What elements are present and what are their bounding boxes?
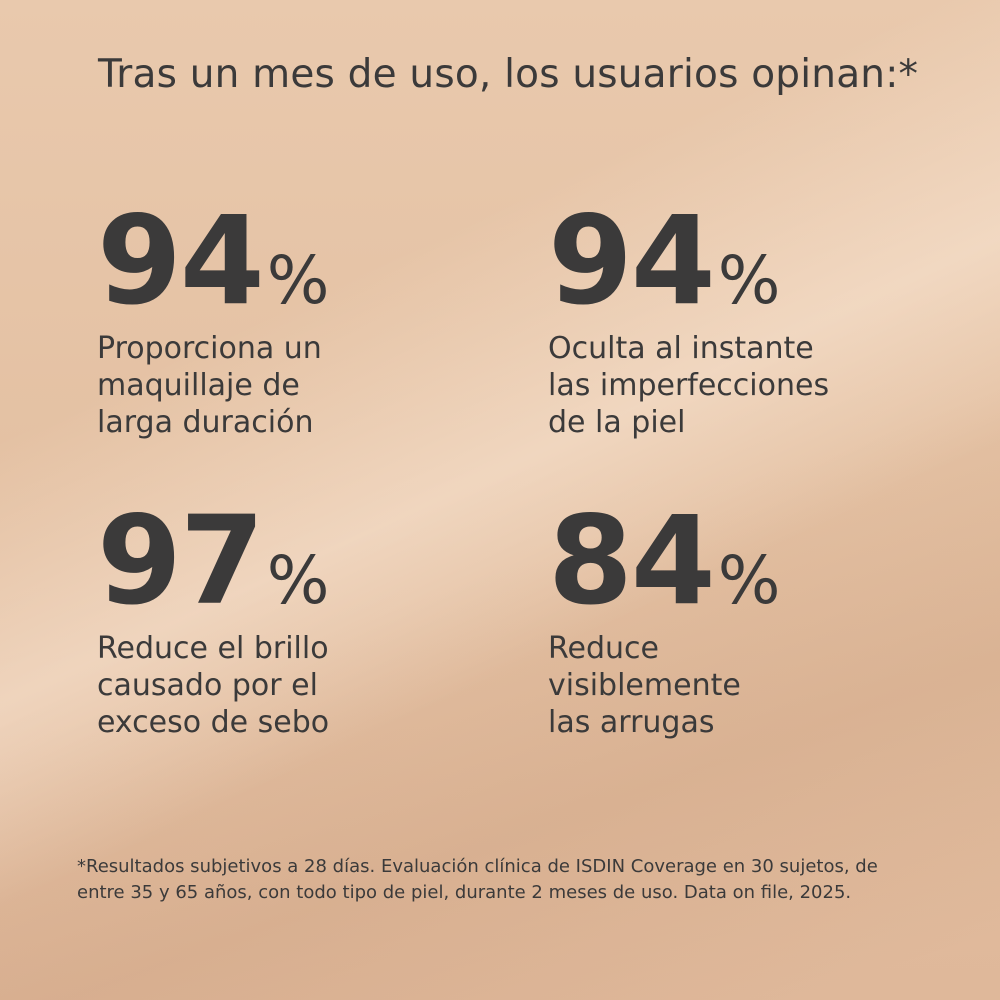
stat-figure: 94% bbox=[97, 200, 330, 322]
description-line: exceso de sebo bbox=[97, 705, 330, 740]
description-line: visiblemente bbox=[548, 668, 741, 703]
stat-unit: % bbox=[266, 542, 330, 619]
stat-figure: 94% bbox=[548, 200, 829, 322]
footnote-line: entre 35 y 65 años, con todo tipo de pie… bbox=[77, 882, 852, 903]
stat-unit: % bbox=[717, 542, 781, 619]
description-line: maquillaje de bbox=[97, 368, 300, 403]
title: Tras un mes de uso, los usuarios opinan:… bbox=[98, 52, 919, 97]
stat-block: 94% Proporciona un maquillaje de larga dura… bbox=[97, 200, 330, 441]
description-line: larga duración bbox=[97, 405, 314, 440]
stat-description: Proporciona un maquillaje de larga duració… bbox=[97, 330, 330, 441]
stat-figure: 84% bbox=[548, 500, 781, 622]
description-line: de la piel bbox=[548, 405, 686, 440]
stat-value: 97 bbox=[97, 490, 265, 632]
description-line: las imperfecciones bbox=[548, 368, 830, 403]
stat-value: 84 bbox=[548, 490, 716, 632]
description-line: Proporciona un bbox=[97, 331, 322, 366]
stat-unit: % bbox=[266, 242, 330, 319]
stat-description: Reduce el brillo causado por el exceso de … bbox=[97, 630, 330, 741]
stat-description: Oculta al instante las imperfecciones de l… bbox=[548, 330, 829, 441]
stat-block: 97% Reduce el brillo causado por el exceso … bbox=[97, 500, 330, 741]
stat-block: 84% Reduce visiblemente las arrugas bbox=[548, 500, 781, 741]
stat-unit: % bbox=[717, 242, 781, 319]
stat-description: Reduce visiblemente las arrugas bbox=[548, 630, 781, 741]
footnote-line: *Resultados subjetivos a 28 días. Evalua… bbox=[77, 856, 878, 877]
stat-value: 94 bbox=[548, 190, 716, 332]
footnote: *Resultados subjetivos a 28 días. Evalua… bbox=[77, 854, 878, 906]
description-line: causado por el bbox=[97, 668, 318, 703]
description-line: Reduce el brillo bbox=[97, 631, 329, 666]
description-line: Reduce bbox=[548, 631, 659, 666]
stat-value: 94 bbox=[97, 190, 265, 332]
stat-block: 94% Oculta al instante las imperfecciones d… bbox=[548, 200, 829, 441]
stat-figure: 97% bbox=[97, 500, 330, 622]
description-line: Oculta al instante bbox=[548, 331, 814, 366]
description-line: las arrugas bbox=[548, 705, 715, 740]
